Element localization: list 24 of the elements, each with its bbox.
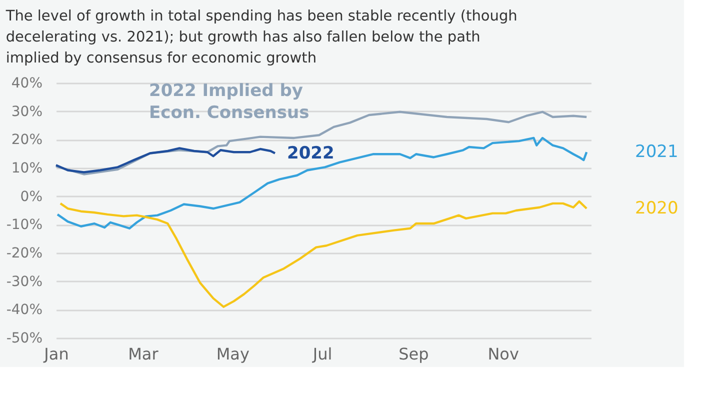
line-series (59, 200, 588, 308)
x-tick-label: Sep (398, 344, 429, 364)
text: 2021 (635, 142, 678, 162)
series-label: 2022 (286, 143, 334, 164)
y-tick-label: 10% (11, 160, 42, 176)
y-tick-label: 20% (11, 132, 42, 148)
y-tick-label: -50% (6, 330, 42, 346)
y-tick-label: -40% (6, 302, 42, 318)
x-tick-label: May (216, 344, 250, 364)
line-series (54, 147, 276, 174)
y-tick-label: -20% (6, 246, 42, 262)
x-tick-label: Nov (488, 344, 519, 364)
y-tick-label: 40% (11, 76, 42, 92)
y-tick-label: -30% (6, 274, 42, 290)
y-tick-label: 30% (11, 104, 42, 120)
series-label: 2022 Implied by Econ. Consensus (149, 81, 310, 123)
chart-title: The level of growth in total spending has been stable recently (though decelerating vs. 2021); but growth has also fallen below the path implied by consensus for economic growth (4, 8, 518, 66)
line-series (56, 136, 588, 230)
y-tick-label: 0% (20, 188, 42, 205)
x-tick-label: Jul (312, 344, 332, 364)
x-tick-label: Jan (43, 344, 69, 364)
text: 2020 (635, 198, 678, 219)
x-tick-label: Mar (128, 344, 159, 364)
y-tick-label: -10% (6, 217, 42, 234)
